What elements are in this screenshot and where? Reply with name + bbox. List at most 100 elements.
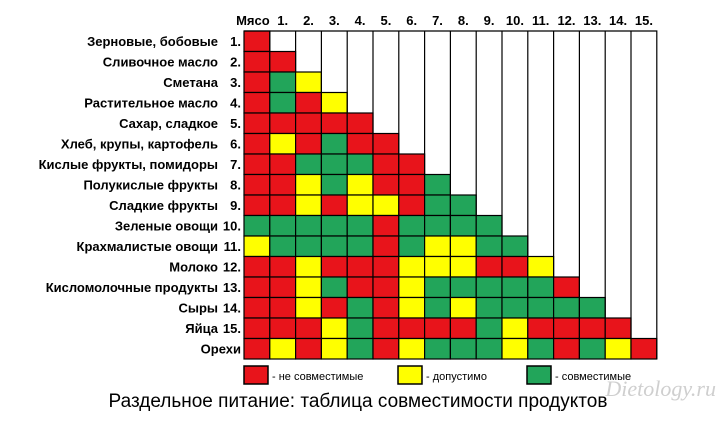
row-number: 5.: [230, 116, 241, 131]
grid-cell: [243, 153, 271, 176]
grid-cell: [604, 337, 632, 360]
grid-cell: [424, 235, 452, 258]
grid-cell: [320, 91, 348, 114]
column-label: 4.: [355, 13, 366, 28]
grid-cell: [475, 235, 503, 258]
grid-cell: [320, 153, 348, 176]
row-number: 13.: [223, 280, 241, 295]
grid-cell: [243, 255, 271, 278]
row-label: Яйца: [185, 321, 218, 336]
grid-cell: [295, 194, 323, 217]
grid-cell: [320, 296, 348, 319]
grid-cell: [372, 337, 400, 360]
grid-cell: [269, 91, 297, 114]
column-label: 6.: [406, 13, 417, 28]
grid-cell: [243, 235, 271, 258]
grid-cell: [424, 317, 452, 340]
grid-cell: [372, 235, 400, 258]
grid-cell: [269, 337, 297, 360]
grid-cell: [552, 337, 580, 360]
grid-cell: [269, 276, 297, 299]
grid-cell: [295, 235, 323, 258]
grid-cell: [449, 255, 477, 278]
grid-cell: [295, 132, 323, 155]
grid-cell: [243, 71, 271, 94]
grid-cell: [320, 194, 348, 217]
grid-cell: [295, 317, 323, 340]
row-number: 9.: [230, 198, 241, 213]
grid-cell: [269, 112, 297, 135]
grid-cell: [501, 317, 529, 340]
grid-cell: [527, 296, 555, 319]
grid-cell: [346, 214, 374, 237]
grid-cell: [372, 173, 400, 196]
grid-cell: [346, 235, 374, 258]
grid-cells: [243, 30, 658, 360]
row-number: 4.: [230, 95, 241, 110]
column-label: 3.: [329, 13, 340, 28]
grid-cell: [398, 173, 426, 196]
grid-cell: [424, 296, 452, 319]
grid-cell: [475, 337, 503, 360]
grid-cell: [269, 132, 297, 155]
grid-cell: [269, 71, 297, 94]
grid-cell: [346, 317, 374, 340]
grid-cell: [269, 235, 297, 258]
legend-swatch: [397, 365, 423, 385]
grid-cell: [475, 276, 503, 299]
grid-cell: [243, 317, 271, 340]
grid-cell: [372, 132, 400, 155]
grid-cell: [372, 194, 400, 217]
grid-cell: [372, 276, 400, 299]
grid-cell: [243, 296, 271, 319]
grid-cell: [552, 276, 580, 299]
grid-cell: [320, 337, 348, 360]
grid-cell: [398, 317, 426, 340]
grid-cell: [243, 337, 271, 360]
grid-cell: [346, 337, 374, 360]
grid-cell: [295, 71, 323, 94]
grid-cell: [449, 317, 477, 340]
grid-cell: [527, 337, 555, 360]
grid-cell: [604, 317, 632, 340]
grid-cell: [424, 194, 452, 217]
grid-cell: [295, 112, 323, 135]
row-label: Крахмалистые овощи: [77, 239, 218, 254]
column-label: 15.: [635, 13, 653, 28]
grid-cell: [552, 317, 580, 340]
grid-cell: [578, 296, 606, 319]
grid-cell: [372, 153, 400, 176]
row-label: Зеленые овощи: [115, 218, 218, 233]
grid-cell: [552, 296, 580, 319]
grid-cell: [501, 255, 529, 278]
grid-cell: [269, 173, 297, 196]
grid-cell: [346, 255, 374, 278]
column-label: 5.: [380, 13, 391, 28]
grid-cell: [449, 296, 477, 319]
grid-cell: [449, 235, 477, 258]
grid-cell: [398, 337, 426, 360]
grid-cell: [243, 91, 271, 114]
grid-cell: [295, 276, 323, 299]
grid-cell: [501, 296, 529, 319]
row-number: 15.: [223, 321, 241, 336]
grid-cell: [398, 194, 426, 217]
row-number: 3.: [230, 75, 241, 90]
watermark-text: Dietology.ru: [604, 376, 716, 401]
grid-cell: [295, 173, 323, 196]
grid-cell: [269, 50, 297, 73]
table-outline: [244, 30, 658, 359]
chart-title: Раздельное питание: таблица совместимост…: [109, 391, 608, 412]
grid-cell: [269, 153, 297, 176]
grid-cell: [372, 255, 400, 278]
grid-cell: [475, 214, 503, 237]
grid-cell: [295, 153, 323, 176]
column-label: 2.: [303, 13, 314, 28]
grid-cell: [578, 317, 606, 340]
grid-cell: [501, 337, 529, 360]
grid-cell: [372, 317, 400, 340]
row-number: 1.: [230, 34, 241, 49]
grid-cell: [320, 235, 348, 258]
grid-cell: [424, 337, 452, 360]
grid-cell: [346, 194, 374, 217]
